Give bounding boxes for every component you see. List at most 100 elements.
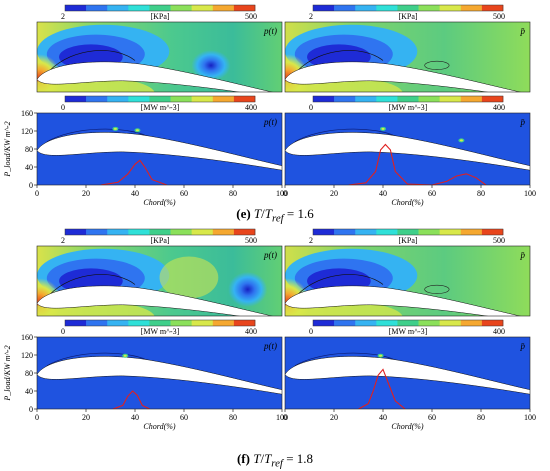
g0-heat-panel-0-xtick-label: 20 xyxy=(82,189,90,198)
g1-pressure-bar-1-swatch xyxy=(355,229,376,235)
g0-heat-bar-1-unit: [MW m^-3] xyxy=(389,103,428,112)
g0-pressure-panel-1-tag: p̄ xyxy=(520,26,526,36)
g0-heat-bar-0-min: 0 xyxy=(61,103,65,112)
g1-pressure-bar-0-swatch xyxy=(86,229,107,235)
g1-pressure-bar-0-swatch xyxy=(128,229,149,235)
g0-pressure-bar-1-swatch xyxy=(440,5,461,11)
g1-heat-panel-0-xlabel: Chord(%) xyxy=(143,422,175,431)
caption-e-value: = 1.6 xyxy=(287,206,314,221)
g0-heat-bar-0-swatch xyxy=(65,96,86,102)
g1-pressure-panel-0-cavity-vortex xyxy=(228,272,267,307)
caption-f: (f) T/Tref = 1.8 xyxy=(0,452,550,471)
g1-pressure-bar-0-swatch xyxy=(234,229,255,235)
g1-heat-panel-1-xlabel: Chord(%) xyxy=(391,422,423,431)
g1-heat-panel-1-xtick-label: 60 xyxy=(428,413,436,422)
g1-heat-bar-1-swatch xyxy=(419,320,440,326)
g1-heat-panel-0-ytick-label: 40 xyxy=(25,387,33,396)
g0-pressure-bar-0-min: 2 xyxy=(61,12,65,21)
g1-heat-bar-1-swatch xyxy=(482,320,503,326)
g1-heat-panel-0-ytick-label: 80 xyxy=(25,369,33,378)
g1-pressure-bar-1-swatch xyxy=(397,229,418,235)
g0-pressure-bar-1-swatch xyxy=(313,5,334,11)
g1-heat-panel-1-xtick-label: 20 xyxy=(330,413,338,422)
g1-pressure-bar-1-max: 500 xyxy=(493,236,505,245)
g0-heat-panel-1-xlabel: Chord(%) xyxy=(391,198,423,207)
g0-heat-bar-1-swatch xyxy=(376,96,397,102)
g0-pressure-bar-0-unit: [KPa] xyxy=(150,12,169,21)
g1-heat-bar-0-swatch xyxy=(86,320,107,326)
g0-heat-bar-0-swatch xyxy=(192,96,213,102)
g1-heat-panel-1-xtick-label: 80 xyxy=(477,413,485,422)
g0-heat-panel-0-xtick-label: 0 xyxy=(35,189,39,198)
g1-pressure-bar-0-min: 2 xyxy=(61,236,65,245)
g0-heat-panel-0-xlabel: Chord(%) xyxy=(143,198,175,207)
g0-heat-panel-0-field xyxy=(37,113,284,185)
g0-pressure-bar-0-swatch xyxy=(107,5,128,11)
g0-pressure-bar-1-swatch xyxy=(419,5,440,11)
g0-pressure-panel-0-tag: p(t) xyxy=(263,26,277,36)
g0-heat-bar-1-swatch xyxy=(461,96,482,102)
g0-heat-panel-1-xtick-label: 40 xyxy=(379,189,387,198)
g1-heat-bar-1-min: 0 xyxy=(309,327,313,336)
g0-heat-panel-1-xtick-label: 80 xyxy=(477,189,485,198)
g1-pressure-bar-1-swatch xyxy=(482,229,503,235)
g1-heat-panel-0-field xyxy=(37,337,284,409)
g0-heat-panel-1-xtick-label: 60 xyxy=(428,189,436,198)
g0-heat-panel-1-xtick-label: 100 xyxy=(524,189,536,198)
g0-pressure-bar-0-swatch xyxy=(65,5,86,11)
g1-heat-bar-1-unit: [MW m^-3] xyxy=(389,327,428,336)
g0-heat-bar-0-swatch xyxy=(86,96,107,102)
g1-heat-bar-1-swatch xyxy=(376,320,397,326)
g1-heat-panel-1-hotspot-core xyxy=(379,355,382,357)
caption-f-ref: ref xyxy=(271,458,283,470)
g0-heat-panel-0-ytick-label: 80 xyxy=(25,145,33,154)
g1-pressure-bar-1-unit: [KPa] xyxy=(398,236,417,245)
g1-pressure-bar-0-swatch xyxy=(192,229,213,235)
g1-heat-panel-0-xtick-label: 20 xyxy=(82,413,90,422)
g1-pressure-bar-1-swatch xyxy=(376,229,397,235)
g0-heat-bar-1-swatch xyxy=(419,96,440,102)
g0-heat-panel-0-ytick-label: 160 xyxy=(21,109,33,118)
g0-heat-bar-1-swatch xyxy=(397,96,418,102)
g0-pressure-bar-1-swatch xyxy=(482,5,503,11)
g1-heat-panel-1-xtick-label: 100 xyxy=(524,413,536,422)
g0-heat-panel-0-hotspot-core xyxy=(114,128,117,130)
caption-e-letter: (e) xyxy=(236,206,250,221)
g1-pressure-bar-1-swatch xyxy=(313,229,334,235)
g1-heat-panel-0-tag: p(t) xyxy=(263,341,277,351)
g0-pressure-bar-0-swatch xyxy=(149,5,170,11)
g1-heat-panel-0-ytick-label: 120 xyxy=(21,351,33,360)
g1-heat-panel-1-xtick-label: 0 xyxy=(283,413,287,422)
g1-pressure-panel-0-tag: p(t) xyxy=(263,250,277,260)
g0-heat-bar-0-swatch xyxy=(107,96,128,102)
g1-heat-bar-0-min: 0 xyxy=(61,327,65,336)
caption-e-t: T xyxy=(254,206,261,221)
g0-heat-bar-1-swatch xyxy=(482,96,503,102)
g1-pressure-bar-1-min: 2 xyxy=(309,236,313,245)
g1-heat-panel-1-xtick-label: 40 xyxy=(379,413,387,422)
g1-pressure-bar-0-swatch xyxy=(213,229,234,235)
g1-pressure-bar-0-swatch xyxy=(107,229,128,235)
g0-heat-panel-0-xtick-label: 80 xyxy=(229,189,237,198)
g1-pressure-bar-1-swatch xyxy=(334,229,355,235)
g1-pressure-panel-0-compression xyxy=(160,257,219,299)
caption-f-letter: (f) xyxy=(237,451,250,466)
g1-heat-bar-0-unit: [MW m^-3] xyxy=(141,327,180,336)
g0-heat-bar-0-swatch xyxy=(213,96,234,102)
caption-e-ref: ref xyxy=(272,213,284,225)
g1-pressure-bar-0-swatch xyxy=(65,229,86,235)
g0-heat-bar-1-swatch xyxy=(355,96,376,102)
g0-heat-bar-1-max: 400 xyxy=(493,103,505,112)
g1-heat-bar-0-max: 400 xyxy=(245,327,257,336)
g0-heat-panel-1-field xyxy=(285,113,532,185)
g0-pressure-bar-1-swatch xyxy=(461,5,482,11)
caption-e-tref: T xyxy=(265,206,272,221)
g1-pressure-bar-1-swatch xyxy=(440,229,461,235)
g1-heat-panel-0-xtick-label: 80 xyxy=(229,413,237,422)
g1-heat-bar-0-swatch xyxy=(213,320,234,326)
